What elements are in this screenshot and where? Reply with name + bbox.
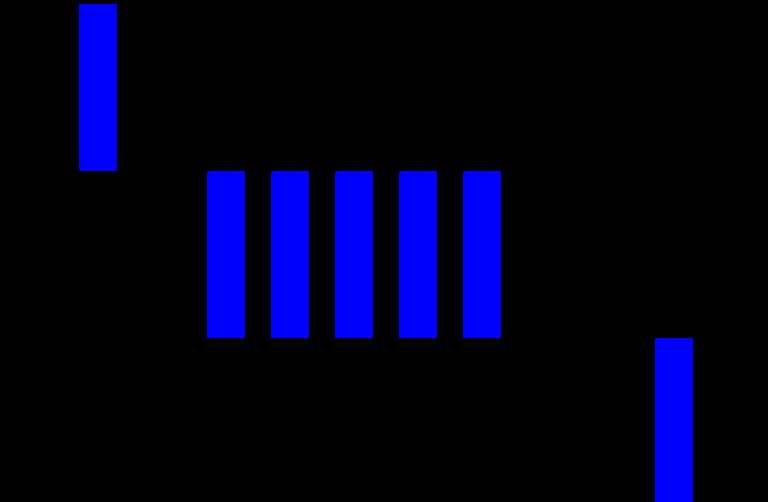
chart-bar bbox=[335, 171, 373, 338]
chart-canvas bbox=[0, 0, 768, 502]
chart-bar bbox=[655, 338, 693, 502]
chart-bar bbox=[79, 4, 117, 171]
chart-bar bbox=[207, 171, 245, 338]
chart-bar bbox=[463, 171, 501, 338]
chart-bar bbox=[271, 171, 309, 338]
chart-bar bbox=[399, 171, 437, 338]
